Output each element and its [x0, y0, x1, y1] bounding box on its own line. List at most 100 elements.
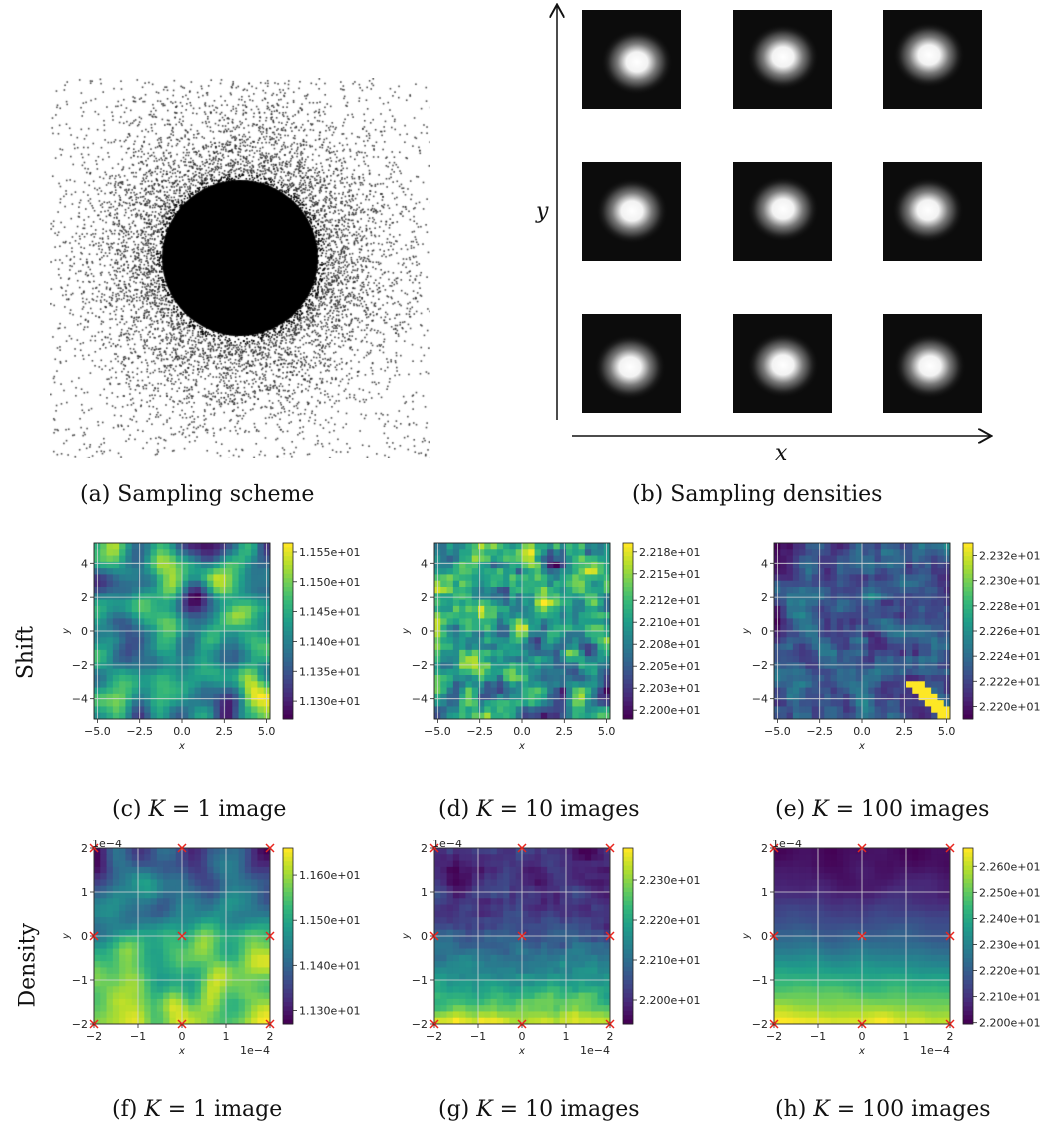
- y-tick-label: 2: [421, 591, 428, 604]
- colorbar: 1.155e+01 1.150e+01 1.145e+01 1.140e+01 1.13…: [282, 542, 360, 720]
- x-scale-label: 1e−4: [580, 1044, 610, 1057]
- row-label-shift: Shift: [13, 625, 39, 680]
- y-axis-label: y: [61, 932, 72, 940]
- y-axis-label: y: [401, 627, 412, 635]
- sample-marker: [265, 843, 275, 853]
- x-tick-label: −1: [130, 1030, 146, 1043]
- colorbar-tick-label: 2.218e+01: [639, 546, 700, 559]
- x-axis-label: x: [518, 741, 525, 752]
- colorbar-tick-label: 1.160e+01: [299, 869, 360, 882]
- caption-f: (f) K = 1 image: [112, 1097, 283, 1122]
- colorbar-tick-label: 2.200e+01: [639, 704, 700, 717]
- y-tick-label: 0: [421, 930, 428, 943]
- sample-marker: [605, 931, 615, 941]
- x-tick-label: −5.0: [764, 725, 791, 738]
- caption-c: (c) K = 1 image: [112, 797, 287, 822]
- density-tile: [733, 10, 832, 109]
- colorbar-tick-label: 2.230e+01: [979, 938, 1040, 951]
- x-tick-label: −5.0: [84, 725, 111, 738]
- heatmap-panel-c: −5.0 −2.5 0.0 2.5 5.0 4 2 0 −2 −4 x y 1.155e+01 1.150…: [61, 542, 360, 752]
- heatmap-cells: [434, 543, 611, 720]
- x-tick-label: 0.0: [853, 725, 871, 738]
- y-tick-label: −4: [72, 693, 88, 706]
- row-label-density: Density: [15, 923, 41, 1008]
- caption-h: (h) K = 100 images: [775, 1097, 991, 1122]
- colorbar-tick-label: 2.232e+01: [979, 550, 1040, 563]
- density-tile: [883, 10, 982, 109]
- caption-a: (a) Sampling scheme: [80, 482, 315, 507]
- colorbar: 2.230e+01 2.220e+01 2.210e+01 2.200e+01: [622, 847, 700, 1025]
- heatmap-panel-f: −2 −1 0 1 2 2 1 0 −1 −2 x y 1e−4 1e−4 1.160e+01 1.150e+…: [61, 840, 360, 1057]
- x-tick-label: −2.5: [126, 725, 153, 738]
- density-tile: [883, 314, 982, 413]
- colorbar-tick-label: 1.140e+01: [299, 635, 360, 648]
- heatmap-panel-g: −2 −1 0 1 2 2 1 0 −1 −2 x y 1e−4 1e−4 2.230e+01 2.220e+…: [401, 840, 700, 1057]
- x-tick-label: 2: [267, 1030, 274, 1043]
- y-axis-label: y: [401, 932, 412, 940]
- y-tick-label: 2: [81, 591, 88, 604]
- x-scale-label: 1e−4: [920, 1044, 950, 1057]
- density-tile: [733, 314, 832, 413]
- sample-marker: [945, 843, 955, 853]
- y-tick-label: 4: [761, 557, 768, 570]
- colorbar-tick-label: 2.215e+01: [639, 568, 700, 581]
- x-axis-label: x: [178, 741, 185, 752]
- x-tick-label: 0.0: [173, 725, 191, 738]
- heatmap-panel-e: −5.0 −2.5 0.0 2.5 5.0 4 2 0 −2 −4 x y 2.232e+01 2.230…: [741, 542, 1040, 752]
- x-tick-label: −2.5: [466, 725, 493, 738]
- colorbar: 1.160e+01 1.150e+01 1.140e+01 1.130e+01: [282, 847, 360, 1025]
- colorbar: 2.218e+01 2.215e+01 2.212e+01 2.210e+01 2.20…: [622, 542, 700, 720]
- colorbar-tick-label: 2.220e+01: [979, 965, 1040, 978]
- colorbar-tick-label: 2.200e+01: [639, 994, 700, 1007]
- y-tick-label: 2: [81, 842, 88, 855]
- y-tick-label: −2: [412, 1018, 428, 1031]
- x-tick-label: 2.5: [896, 725, 914, 738]
- x-axis-label: x: [858, 1046, 865, 1057]
- caption-e: (e) K = 100 images: [775, 797, 990, 822]
- colorbar-tick-label: 1.130e+01: [299, 1004, 360, 1017]
- x-tick-label: −2.5: [806, 725, 833, 738]
- colorbar-tick-label: 1.145e+01: [299, 606, 360, 619]
- colorbar-tick-label: 2.200e+01: [979, 1017, 1040, 1030]
- x-tick-label: 2: [947, 1030, 954, 1043]
- y-axis-label: y: [741, 627, 752, 635]
- sample-marker: [945, 931, 955, 941]
- y-axis-label: y: [741, 932, 752, 940]
- sample-marker: [857, 931, 867, 941]
- x-tick-label: 1: [563, 1030, 570, 1043]
- x-tick-label: 2: [607, 1030, 614, 1043]
- colorbar-tick-label: 1.135e+01: [299, 665, 360, 678]
- x-tick-label: 2.5: [556, 725, 574, 738]
- y-tick-label: −1: [752, 974, 768, 987]
- colorbar-tick-label: 2.230e+01: [979, 575, 1040, 588]
- density-tile: [582, 162, 681, 261]
- sample-marker: [177, 843, 187, 853]
- y-tick-label: 4: [81, 557, 88, 570]
- colorbar-tick-label: 1.140e+01: [299, 959, 360, 972]
- x-axis-label: x: [178, 1046, 185, 1057]
- colorbar-tick-label: 2.212e+01: [639, 594, 700, 607]
- colorbar-tick-label: 2.208e+01: [639, 638, 700, 651]
- x-tick-label: 1: [223, 1030, 230, 1043]
- sample-marker: [517, 931, 527, 941]
- colorbar-tick-label: 2.220e+01: [979, 700, 1040, 713]
- y-tick-label: 2: [761, 591, 768, 604]
- y-tick-label: −1: [72, 974, 88, 987]
- x-tick-label: 2.5: [216, 725, 234, 738]
- heatmap-cells: [94, 848, 271, 1025]
- y-tick-label: −1: [412, 974, 428, 987]
- y-tick-label: 2: [421, 842, 428, 855]
- sample-marker: [605, 843, 615, 853]
- density-tile: [582, 10, 681, 109]
- y-scale-label: 1e−4: [772, 840, 802, 850]
- x-tick-label: −1: [470, 1030, 486, 1043]
- x-tick-label: 1: [903, 1030, 910, 1043]
- densities-y-label: y: [535, 199, 549, 224]
- densities-x-label: x: [775, 441, 788, 466]
- sample-marker: [857, 843, 867, 853]
- colorbar-tick-label: 1.155e+01: [299, 546, 360, 559]
- colorbar-tick-label: 2.220e+01: [639, 914, 700, 927]
- y-tick-label: 0: [421, 625, 428, 638]
- y-tick-label: −2: [412, 659, 428, 672]
- colorbar-tick-label: 2.250e+01: [979, 886, 1040, 899]
